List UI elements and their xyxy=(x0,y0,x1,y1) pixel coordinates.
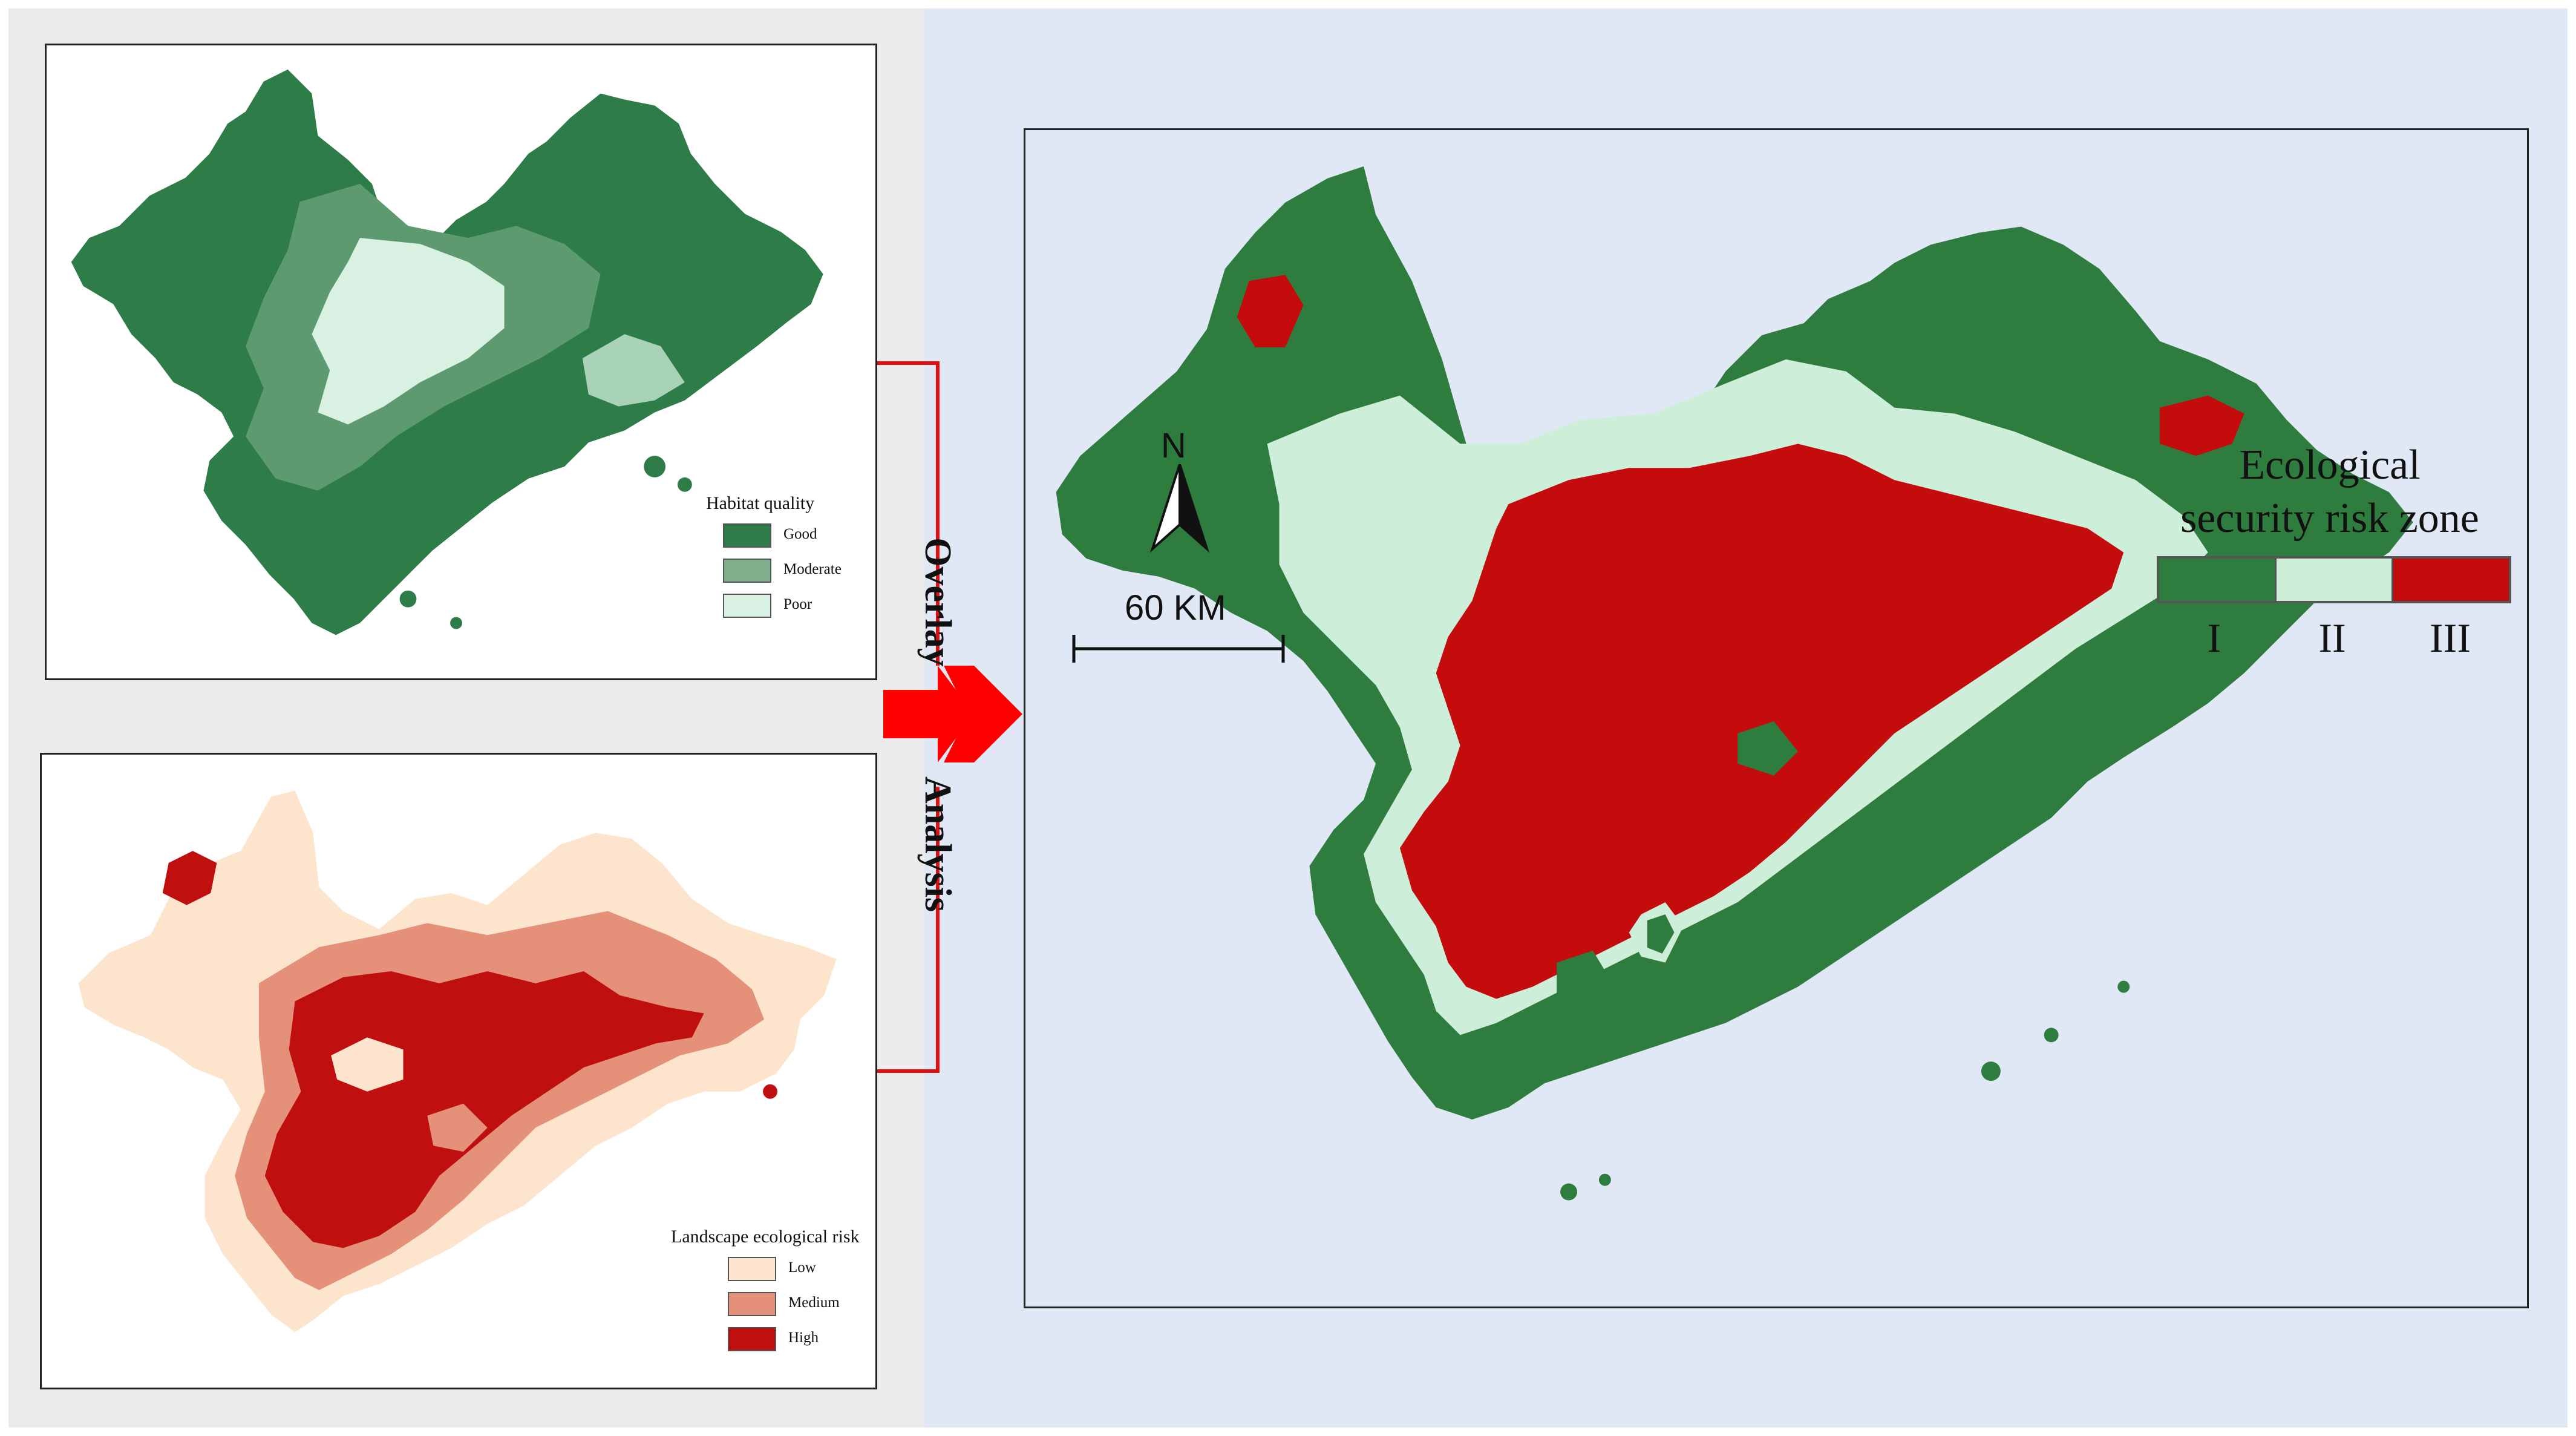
landscape-risk-map-frame: Landscape ecological risk Low Medium Hig… xyxy=(40,753,877,1389)
risk-zone-legend-title-line1: Ecological xyxy=(2239,442,2421,488)
zone-i-inner-island-4 xyxy=(1737,721,1798,776)
zone-iii-northeast xyxy=(2160,395,2244,456)
zone-iii-label: III xyxy=(2430,615,2471,661)
zone-ii-label: II xyxy=(2318,615,2346,661)
risk-legend-high-label: High xyxy=(788,1329,819,1346)
landscape-risk-map xyxy=(78,790,837,1333)
zone-i-inner-island-3 xyxy=(1557,950,1611,1005)
risk-zone-map xyxy=(1056,166,2413,1201)
north-arrow-icon xyxy=(1149,464,1210,553)
overlay-arrow xyxy=(883,666,1022,762)
habitat-legend-poor-label: Poor xyxy=(783,596,812,612)
zone-i-inner-island-2 xyxy=(1882,781,1937,836)
habitat-quality-map xyxy=(71,69,823,635)
risk-legend-medium-swatch xyxy=(728,1292,776,1316)
bracket-bottom xyxy=(877,787,940,1073)
zone-i-label: I xyxy=(2207,615,2221,661)
risk-zone-map-frame: N 60 KM Ecological security risk zone I … xyxy=(1024,128,2529,1308)
habitat-legend-good-label: Good xyxy=(783,526,817,542)
habitat-legend-good-swatch xyxy=(723,523,771,548)
risk-medium-low-islands xyxy=(331,1037,404,1092)
risk-legend-low-label: Low xyxy=(788,1259,816,1276)
analysis-label: Analysis xyxy=(917,776,958,912)
risk-legend-medium-label: Medium xyxy=(788,1294,840,1311)
risk-zone-legend-title-line2: security risk zone xyxy=(2180,495,2479,542)
risk-legend-high-swatch xyxy=(728,1327,776,1351)
risk-legend-low-swatch xyxy=(728,1257,776,1281)
habitat-legend-poor-swatch xyxy=(723,594,771,618)
zone-i-inner-island-1-core xyxy=(1647,914,1675,954)
habitat-poor-core xyxy=(312,238,505,425)
zone-iii-swatch xyxy=(2393,559,2509,601)
risk-zone-legend-bar xyxy=(2157,556,2511,603)
habitat-quality-map-frame: Habitat quality Good Moderate Poor xyxy=(45,44,877,680)
risk-high-northwest xyxy=(162,851,217,905)
bracket-top xyxy=(877,361,940,666)
habitat-legend-moderate-label: Moderate xyxy=(783,561,842,577)
habitat-legend-title: Habitat quality xyxy=(706,493,815,513)
zone-ii-swatch xyxy=(2276,559,2394,601)
overlay-label: Overlay xyxy=(917,537,958,667)
zone-iii-northwest xyxy=(1237,275,1304,347)
scale-label: 60 KM xyxy=(1125,588,1226,628)
zone-i-swatch xyxy=(2159,559,2277,601)
habitat-legend-moderate-swatch xyxy=(723,559,771,583)
north-label: N xyxy=(1161,426,1186,465)
risk-zone-legend-title: Ecological security risk zone xyxy=(2148,439,2511,545)
overlay-connector xyxy=(877,361,1022,1073)
habitat-poor-east xyxy=(582,334,685,407)
scale-bar xyxy=(1072,635,1285,663)
risk-legend-title: Landscape ecological risk xyxy=(671,1227,860,1247)
zone-iii-region xyxy=(1399,444,2124,999)
